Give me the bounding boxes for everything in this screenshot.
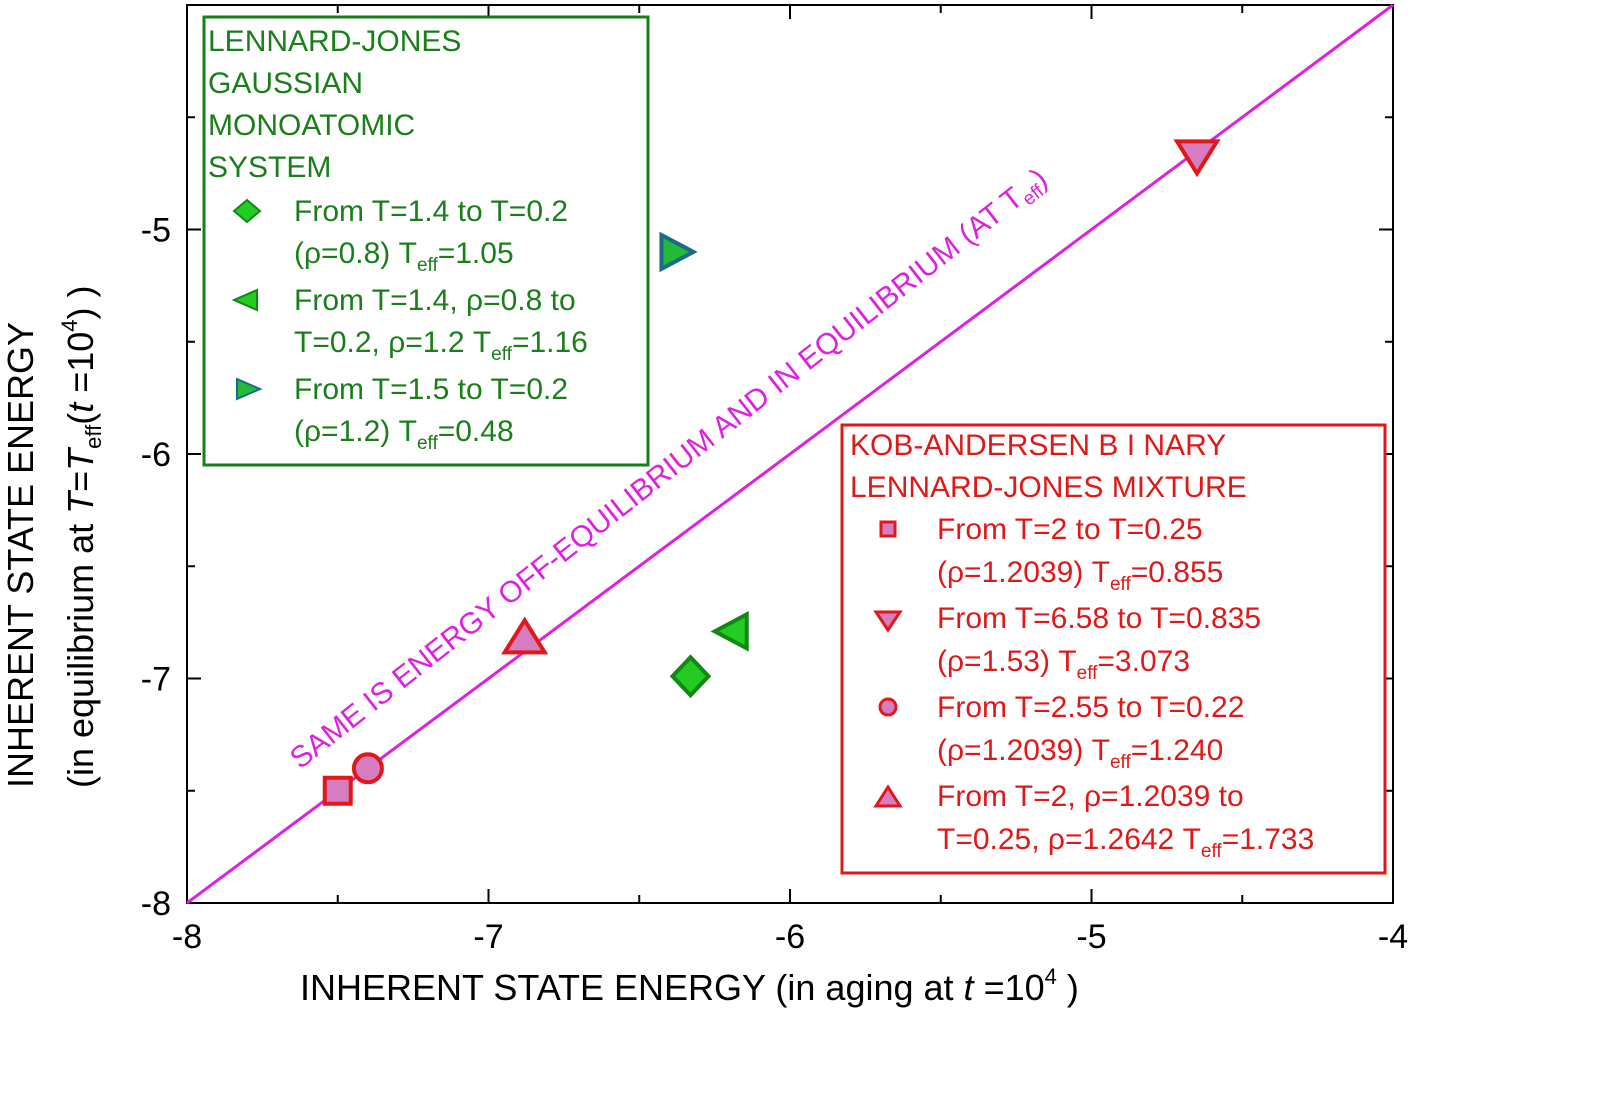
x-tick-label: -8	[172, 918, 202, 956]
legend-ka-entry-2-line1: From T=6.58 to T=0.835	[937, 602, 1261, 635]
legend-lj-title-1: LENNARD-JONES	[208, 25, 461, 58]
legend-ka-entry-1-line2: (ρ=1.2039) Teff=0.855	[937, 556, 1223, 595]
data-point-ka-square	[322, 775, 353, 806]
legend-kob-andersen: KOB-ANDERSEN B I NARY LENNARD-JONES MIXT…	[840, 423, 1387, 875]
legend-ka-title-2: LENNARD-JONES MIXTURE	[850, 471, 1247, 504]
legend-ka-circle-marker	[878, 697, 898, 717]
legend-lj-title-2: GAUSSIAN	[208, 67, 363, 100]
y-tick-label: -6	[141, 436, 171, 474]
x-axis-title: INHERENT STATE ENERGY (in aging at t =10…	[300, 964, 1079, 1008]
legend-ka-entry-4-line1: From T=2, ρ=1.2039 to	[937, 780, 1244, 813]
legend-lj-diamond-marker	[232, 198, 262, 224]
x-tick-label: -5	[1076, 918, 1106, 956]
legend-ka-triangle-up-marker	[873, 784, 903, 808]
legend-ka-entry-3-line1: From T=2.55 to T=0.22	[937, 691, 1244, 724]
x-tick-label: -4	[1378, 918, 1408, 956]
legend-ka-entry-3-line2: (ρ=1.2039) Teff=1.240	[937, 734, 1223, 773]
data-point-ka-triangle-up	[501, 616, 549, 655]
data-point-ka-triangle-down	[1173, 139, 1221, 178]
legend-lj-entry-3-line1: From T=1.5 to T=0.2	[294, 373, 568, 406]
legend-ka-square-marker	[879, 520, 897, 538]
legend-lj-triangle-left-marker	[231, 288, 258, 312]
y-tick-label: -7	[141, 661, 171, 699]
x-tick-label: -7	[473, 918, 503, 956]
legend-lj-triangle-right-marker	[236, 377, 263, 401]
legend-lj-entry-1-line1: From T=1.4 to T=0.2	[294, 195, 568, 228]
legend-ka-entry-2-line2: (ρ=1.53) Teff=3.073	[937, 645, 1190, 684]
axis-tick-labels: -8 -7 -6 -5 -4 -8 -7 -6 -5	[141, 212, 1408, 957]
data-point-ka-circle	[351, 752, 384, 785]
legend-lj-title-4: SYSTEM	[208, 151, 331, 184]
y-axis-title-line2: (in equilibrium at T=Teff(t =104) )	[57, 285, 106, 788]
legend-lj-entry-2-line2: T=0.2, ρ=1.2 Teff=1.16	[294, 326, 588, 365]
legend-ka-triangle-down-marker	[873, 610, 903, 633]
y-tick-label: -8	[141, 885, 171, 923]
legend-lj-entry-1-line2: (ρ=0.8) Teff=1.05	[294, 237, 514, 276]
data-point-lj-diamond	[669, 654, 712, 699]
data-point-lj-triangle-left	[710, 611, 749, 652]
legend-ka-entry-4-line2: T=0.25, ρ=1.2642 Teff=1.733	[937, 823, 1314, 862]
legend-lj-entry-3-line2: (ρ=1.2) Teff=0.48	[294, 415, 514, 454]
data-markers	[322, 139, 1221, 806]
y-axis-title-line1: INHERENT STATE ENERGY	[0, 322, 41, 788]
data-point-lj-triangle-right	[659, 231, 698, 273]
legend-lj-title-3: MONOATOMIC	[208, 109, 415, 142]
legend-lj-entry-2-line1: From T=1.4, ρ=0.8 to	[294, 284, 576, 317]
legend-lennard-jones: LENNARD-JONES GAUSSIAN MONOATOMIC SYSTEM…	[202, 15, 650, 467]
y-tick-label: -5	[141, 212, 171, 250]
x-tick-label: -6	[775, 918, 805, 956]
legend-ka-title-1: KOB-ANDERSEN B I NARY	[850, 429, 1226, 462]
legend-ka-entry-1-line1: From T=2 to T=0.25	[937, 513, 1203, 546]
